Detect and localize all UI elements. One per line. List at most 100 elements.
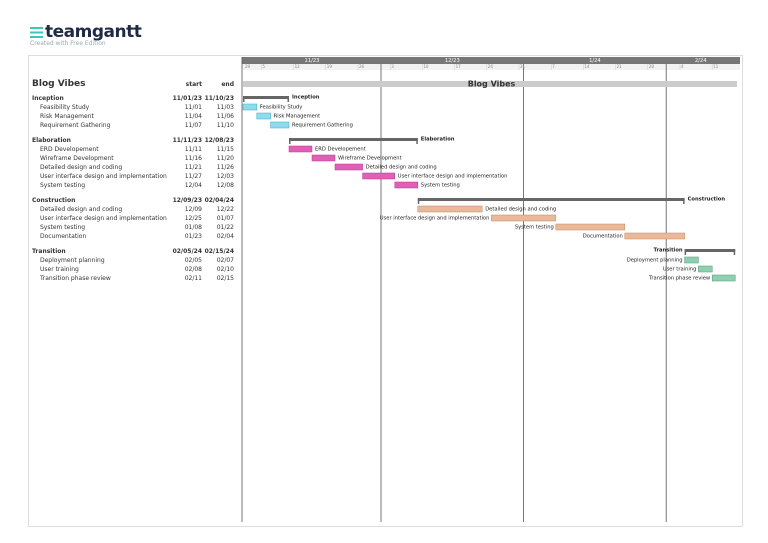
week-label: 28 [649, 64, 655, 69]
logo: teamgantt [30, 22, 142, 42]
task-bar-label: User interface design and implementation [380, 216, 490, 222]
task-bar-label: Feasibility Study [260, 105, 303, 111]
group-end: 02/15/24 [204, 247, 234, 255]
month-label: 11/23 [305, 58, 320, 64]
column-header: end [221, 80, 234, 88]
week-label: 24 [488, 64, 494, 69]
group-bar-label: Construction [688, 197, 726, 203]
group-leg [683, 198, 685, 204]
task-end: 12/08 [216, 181, 234, 189]
task-start: 01/23 [184, 232, 202, 240]
group-end: 12/08/23 [204, 136, 234, 144]
group-bar-label: Transition [653, 248, 682, 254]
task-bar-label: Deployment planning [627, 258, 683, 264]
task-bar [270, 121, 290, 129]
task-bar-label: Risk Management [274, 114, 321, 120]
task-bar [698, 265, 713, 273]
group-leg [287, 96, 289, 102]
week-label: 10 [423, 64, 429, 69]
timeline-band [242, 57, 740, 64]
task-bar-label: User interface design and implementation [398, 174, 508, 180]
task-bar [711, 274, 736, 282]
task-start: 11/27 [184, 172, 202, 180]
group-start: 12/09/23 [172, 196, 202, 204]
task-start: 02/05 [184, 256, 202, 264]
task-end: 02/04 [216, 232, 234, 240]
week-label: 26 [359, 64, 365, 69]
group-leg [417, 198, 420, 204]
task-bar-label: User training [663, 267, 697, 273]
group-bar-label: Inception [292, 95, 320, 101]
logo-text: teamgantt [45, 22, 142, 42]
task-start: 11/01 [184, 103, 202, 111]
project-bar-label: Blog Vibes [468, 80, 516, 89]
task-bar [555, 223, 626, 231]
task-bar [624, 232, 685, 240]
group-start: 11/11/23 [172, 136, 202, 144]
group-bar-label: Elaboration [421, 137, 455, 143]
task-start: 11/21 [184, 163, 202, 171]
group-bar [417, 198, 685, 201]
month-label: 12/23 [445, 58, 460, 64]
week-label: 29 [245, 64, 251, 69]
task-bar [417, 205, 483, 213]
task-bar [256, 112, 271, 120]
task-bar-label: ERD Developement [315, 147, 366, 153]
week-label: 11 [713, 64, 719, 69]
project-bar [243, 81, 737, 87]
week-label: 3 [391, 64, 394, 69]
group-start: 02/05/24 [172, 247, 202, 255]
week-label: 19 [327, 64, 333, 69]
task-bar-label: Wireframe Development [338, 156, 402, 162]
task-bar-label: Detailed design and coding [366, 165, 437, 171]
group-start: 11/01/23 [172, 94, 202, 102]
group-leg [243, 96, 245, 102]
task-end: 02/15 [216, 274, 234, 282]
task-bar [394, 181, 419, 189]
group-end: 02/04/24 [204, 196, 234, 204]
week-label: 4 [681, 64, 684, 69]
task-end: 01/07 [216, 214, 234, 222]
task-bar [334, 163, 363, 171]
task-end: 12/22 [216, 205, 234, 213]
week-label: 14 [584, 64, 590, 69]
task-end: 11/15 [216, 145, 234, 153]
month-label: 2/24 [695, 58, 707, 64]
group-bar [243, 96, 289, 99]
task-end: 11/03 [216, 103, 234, 111]
week-label: 12 [295, 64, 301, 69]
timeline-weeks [242, 64, 740, 70]
task-end: 01/22 [216, 223, 234, 231]
task-start: 02/08 [184, 265, 202, 273]
task-start: 11/07 [184, 121, 202, 129]
task-bar-label: Detailed design and coding [485, 207, 556, 213]
task-bar [311, 154, 336, 162]
task-bar-label: System testing [515, 225, 554, 231]
task-bar-label: Documentation [583, 234, 623, 240]
task-bar-label: System testing [421, 183, 460, 189]
group-bar [289, 138, 418, 141]
task-start: 12/25 [184, 214, 202, 222]
group-end: 11/10/23 [204, 94, 234, 102]
task-end: 11/26 [216, 163, 234, 171]
task-start: 11/04 [184, 112, 202, 120]
task-start: 12/09 [184, 205, 202, 213]
task-bar [242, 103, 258, 111]
task-bar [491, 214, 557, 222]
panel [28, 55, 743, 527]
group-leg [684, 249, 687, 255]
task-bar-label: Requirement Gathering [292, 123, 353, 129]
task-bar [684, 256, 699, 264]
task-start: 11/16 [184, 154, 202, 162]
edition: Created with Free Edition [30, 40, 106, 47]
week-label: 7 [552, 64, 555, 69]
task-end: 02/07 [216, 256, 234, 264]
group-bar [684, 249, 736, 252]
task-bar-label: Transition phase review [648, 276, 711, 282]
task-bar [362, 172, 396, 180]
task-end: 11/10 [216, 121, 234, 129]
column-header: start [185, 80, 202, 88]
task-end: 11/06 [216, 112, 234, 120]
